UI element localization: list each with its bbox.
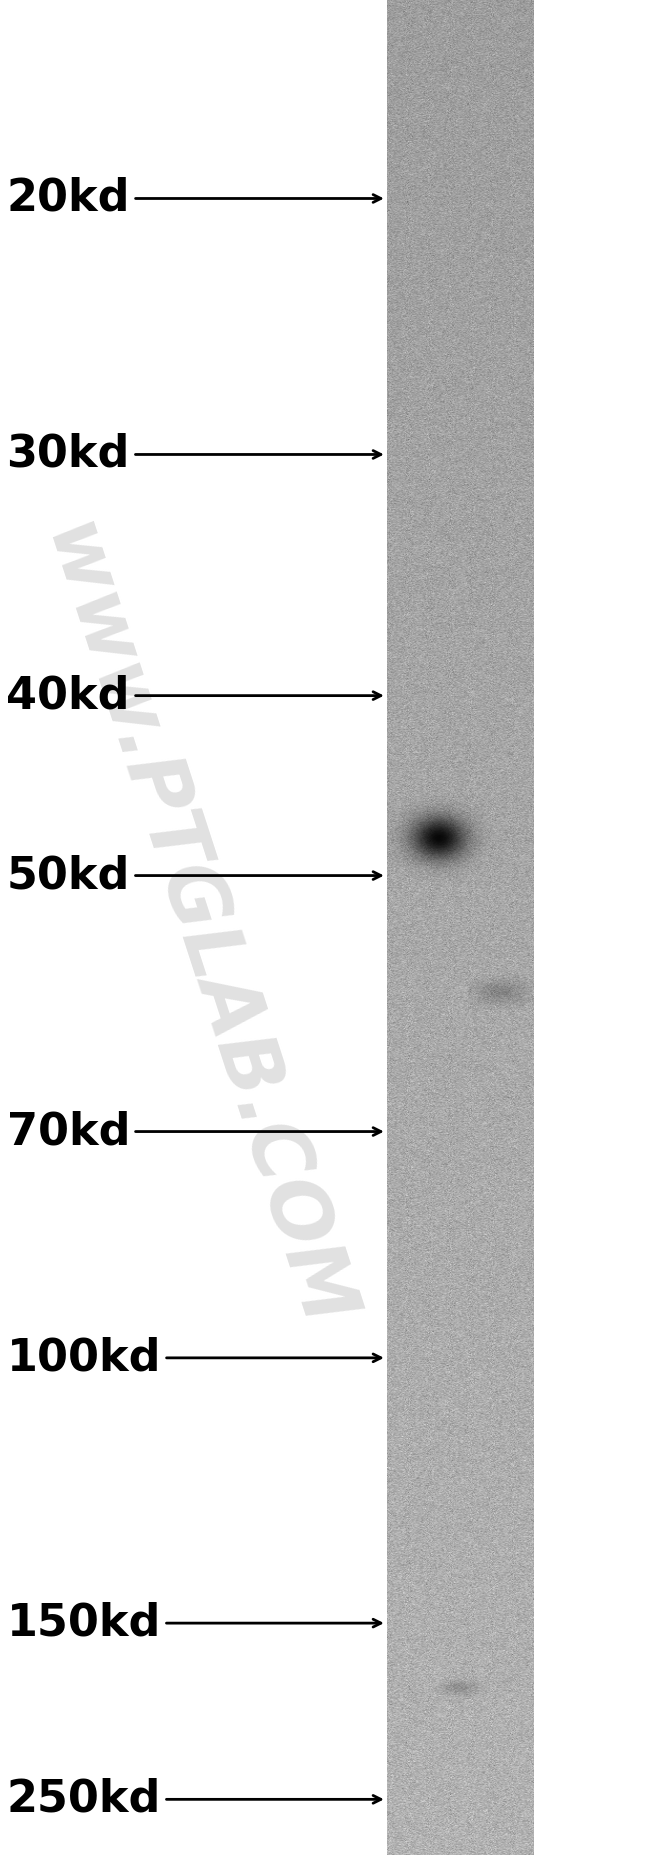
- Text: 30kd: 30kd: [6, 432, 381, 477]
- Text: 70kd: 70kd: [6, 1109, 381, 1154]
- Text: 150kd: 150kd: [6, 1601, 381, 1645]
- Text: 50kd: 50kd: [6, 853, 381, 898]
- Text: 40kd: 40kd: [6, 673, 381, 718]
- Text: 20kd: 20kd: [6, 176, 381, 221]
- Text: www.PTGLAB.COM: www.PTGLAB.COM: [28, 516, 362, 1339]
- Text: 100kd: 100kd: [6, 1336, 381, 1380]
- Text: 250kd: 250kd: [6, 1777, 381, 1822]
